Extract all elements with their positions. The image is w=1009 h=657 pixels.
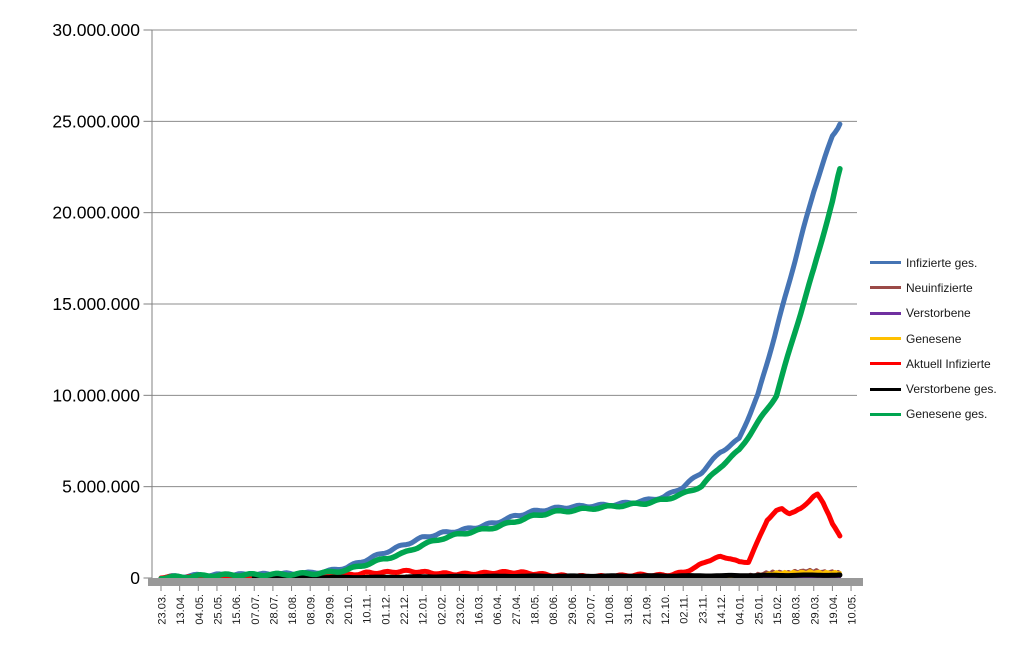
legend-label: Infizierte ges. [906, 255, 978, 270]
y-axis-label: 10.000.000 [52, 385, 140, 405]
legend-item-genesene-ges: Genesene ges. [870, 402, 1009, 427]
legend-swatch-icon [870, 412, 901, 416]
x-axis-label: 08.03. [791, 594, 803, 625]
x-axis-label: 29.06. [567, 594, 579, 625]
legend-label: Aktuell Infizierte [906, 356, 991, 371]
x-axis-label: 14.12. [716, 594, 728, 625]
x-axis-label: 28.07. [268, 594, 280, 625]
legend-label: Neuinfizierte [906, 280, 973, 295]
series-line-verstorbene_ges [251, 572, 843, 581]
legend: Infizierte ges. Neuinfizierte Verstorben… [870, 250, 1009, 427]
legend-item-aktuell-infizierte: Aktuell Infizierte [870, 351, 1009, 376]
x-axis-label: 23.02. [455, 594, 467, 625]
x-axis-label: 15.02. [772, 594, 784, 625]
legend-swatch-icon [870, 387, 901, 391]
x-axis-label: 18.08. [287, 594, 299, 625]
x-axis-label: 19.04. [828, 594, 840, 625]
x-axis-label: 23.03. [157, 594, 169, 625]
legend-label: Verstorbene [906, 306, 971, 321]
legend-item-neuinfizierte: Neuinfizierte [870, 275, 1009, 300]
legend-swatch-icon [870, 362, 901, 366]
x-axis-label: 31.08. [623, 594, 635, 625]
x-axis-label: 04.05. [194, 594, 206, 625]
legend-swatch-icon [870, 337, 901, 341]
series-line-infizierte [158, 121, 843, 581]
legend-swatch-icon [870, 311, 901, 315]
legend-item-infizierte-ges: Infizierte ges. [870, 250, 1009, 275]
series-lines [158, 121, 843, 582]
x-axis-label: 08.09. [306, 594, 318, 625]
x-axis-label: 29.03. [809, 594, 821, 625]
x-axis-label: 27.04. [511, 594, 523, 625]
x-axis-label: 02.11. [679, 594, 691, 624]
x-axis-label: 29.09. [324, 594, 336, 625]
x-axis-label: 02.02. [436, 594, 448, 625]
x-axis-label: 22.12. [399, 594, 411, 625]
x-axis-labels: 23.03. 13.04. 04.05. 25.05. 15.06. 07.07. 28.0… [157, 594, 859, 625]
x-axis-label: 25.01. [753, 594, 765, 625]
gridlines [152, 29, 857, 488]
x-axis-label: 20.10. [343, 594, 355, 625]
legend-item-genesene: Genesene [870, 326, 1009, 351]
x-axis-label: 23.11. [697, 594, 709, 624]
y-axis-label: 25.000.000 [52, 111, 140, 131]
x-axis-band [148, 578, 863, 586]
x-axis-label: 04.01. [735, 594, 747, 625]
y-axis-ticks [143, 29, 152, 579]
x-axis-ticks [160, 586, 852, 591]
y-axis-labels: 30.000.000 25.000.000 20.000.000 15.000.000… [52, 20, 140, 588]
x-axis-label: 13.04. [175, 594, 187, 625]
x-axis-label: 08.06. [548, 594, 560, 625]
legend-label: Genesene ges. [906, 407, 988, 422]
x-axis-label: 18.05. [530, 594, 542, 625]
x-axis-label: 07.07. [250, 594, 262, 625]
legend-label: Verstorbene ges. [906, 382, 997, 397]
y-axis-label: 30.000.000 [52, 20, 140, 40]
x-axis-label: 10.11. [362, 594, 374, 624]
y-axis-label: 0 [130, 568, 140, 588]
x-axis-label: 16.03. [474, 594, 486, 625]
legend-item-verstorbene: Verstorbene [870, 301, 1009, 326]
y-axis-label: 5.000.000 [62, 477, 140, 497]
x-axis-label: 10.08. [604, 594, 616, 625]
legend-item-verstorbene-ges: Verstorbene ges. [870, 376, 1009, 401]
legend-label: Genesene [906, 331, 962, 346]
x-axis-label: 10.05. [847, 594, 859, 625]
x-axis-label: 12.01. [418, 594, 430, 625]
x-axis-label: 15.06. [231, 594, 243, 625]
legend-swatch-icon [870, 261, 901, 265]
series-line-genesene_ges [158, 166, 843, 582]
legend-swatch-icon [870, 286, 901, 290]
x-axis-label: 20.07. [585, 594, 597, 625]
x-axis-label: 01.12. [380, 594, 392, 625]
y-axis-label: 15.000.000 [52, 294, 140, 314]
x-axis-label: 21.09. [641, 594, 653, 625]
x-axis-label: 25.05. [212, 594, 224, 625]
series-line-aktuell [158, 491, 843, 582]
y-axis-label: 20.000.000 [52, 203, 140, 223]
x-axis-label: 12.10. [660, 594, 672, 625]
x-axis-label: 06.04. [492, 594, 504, 625]
